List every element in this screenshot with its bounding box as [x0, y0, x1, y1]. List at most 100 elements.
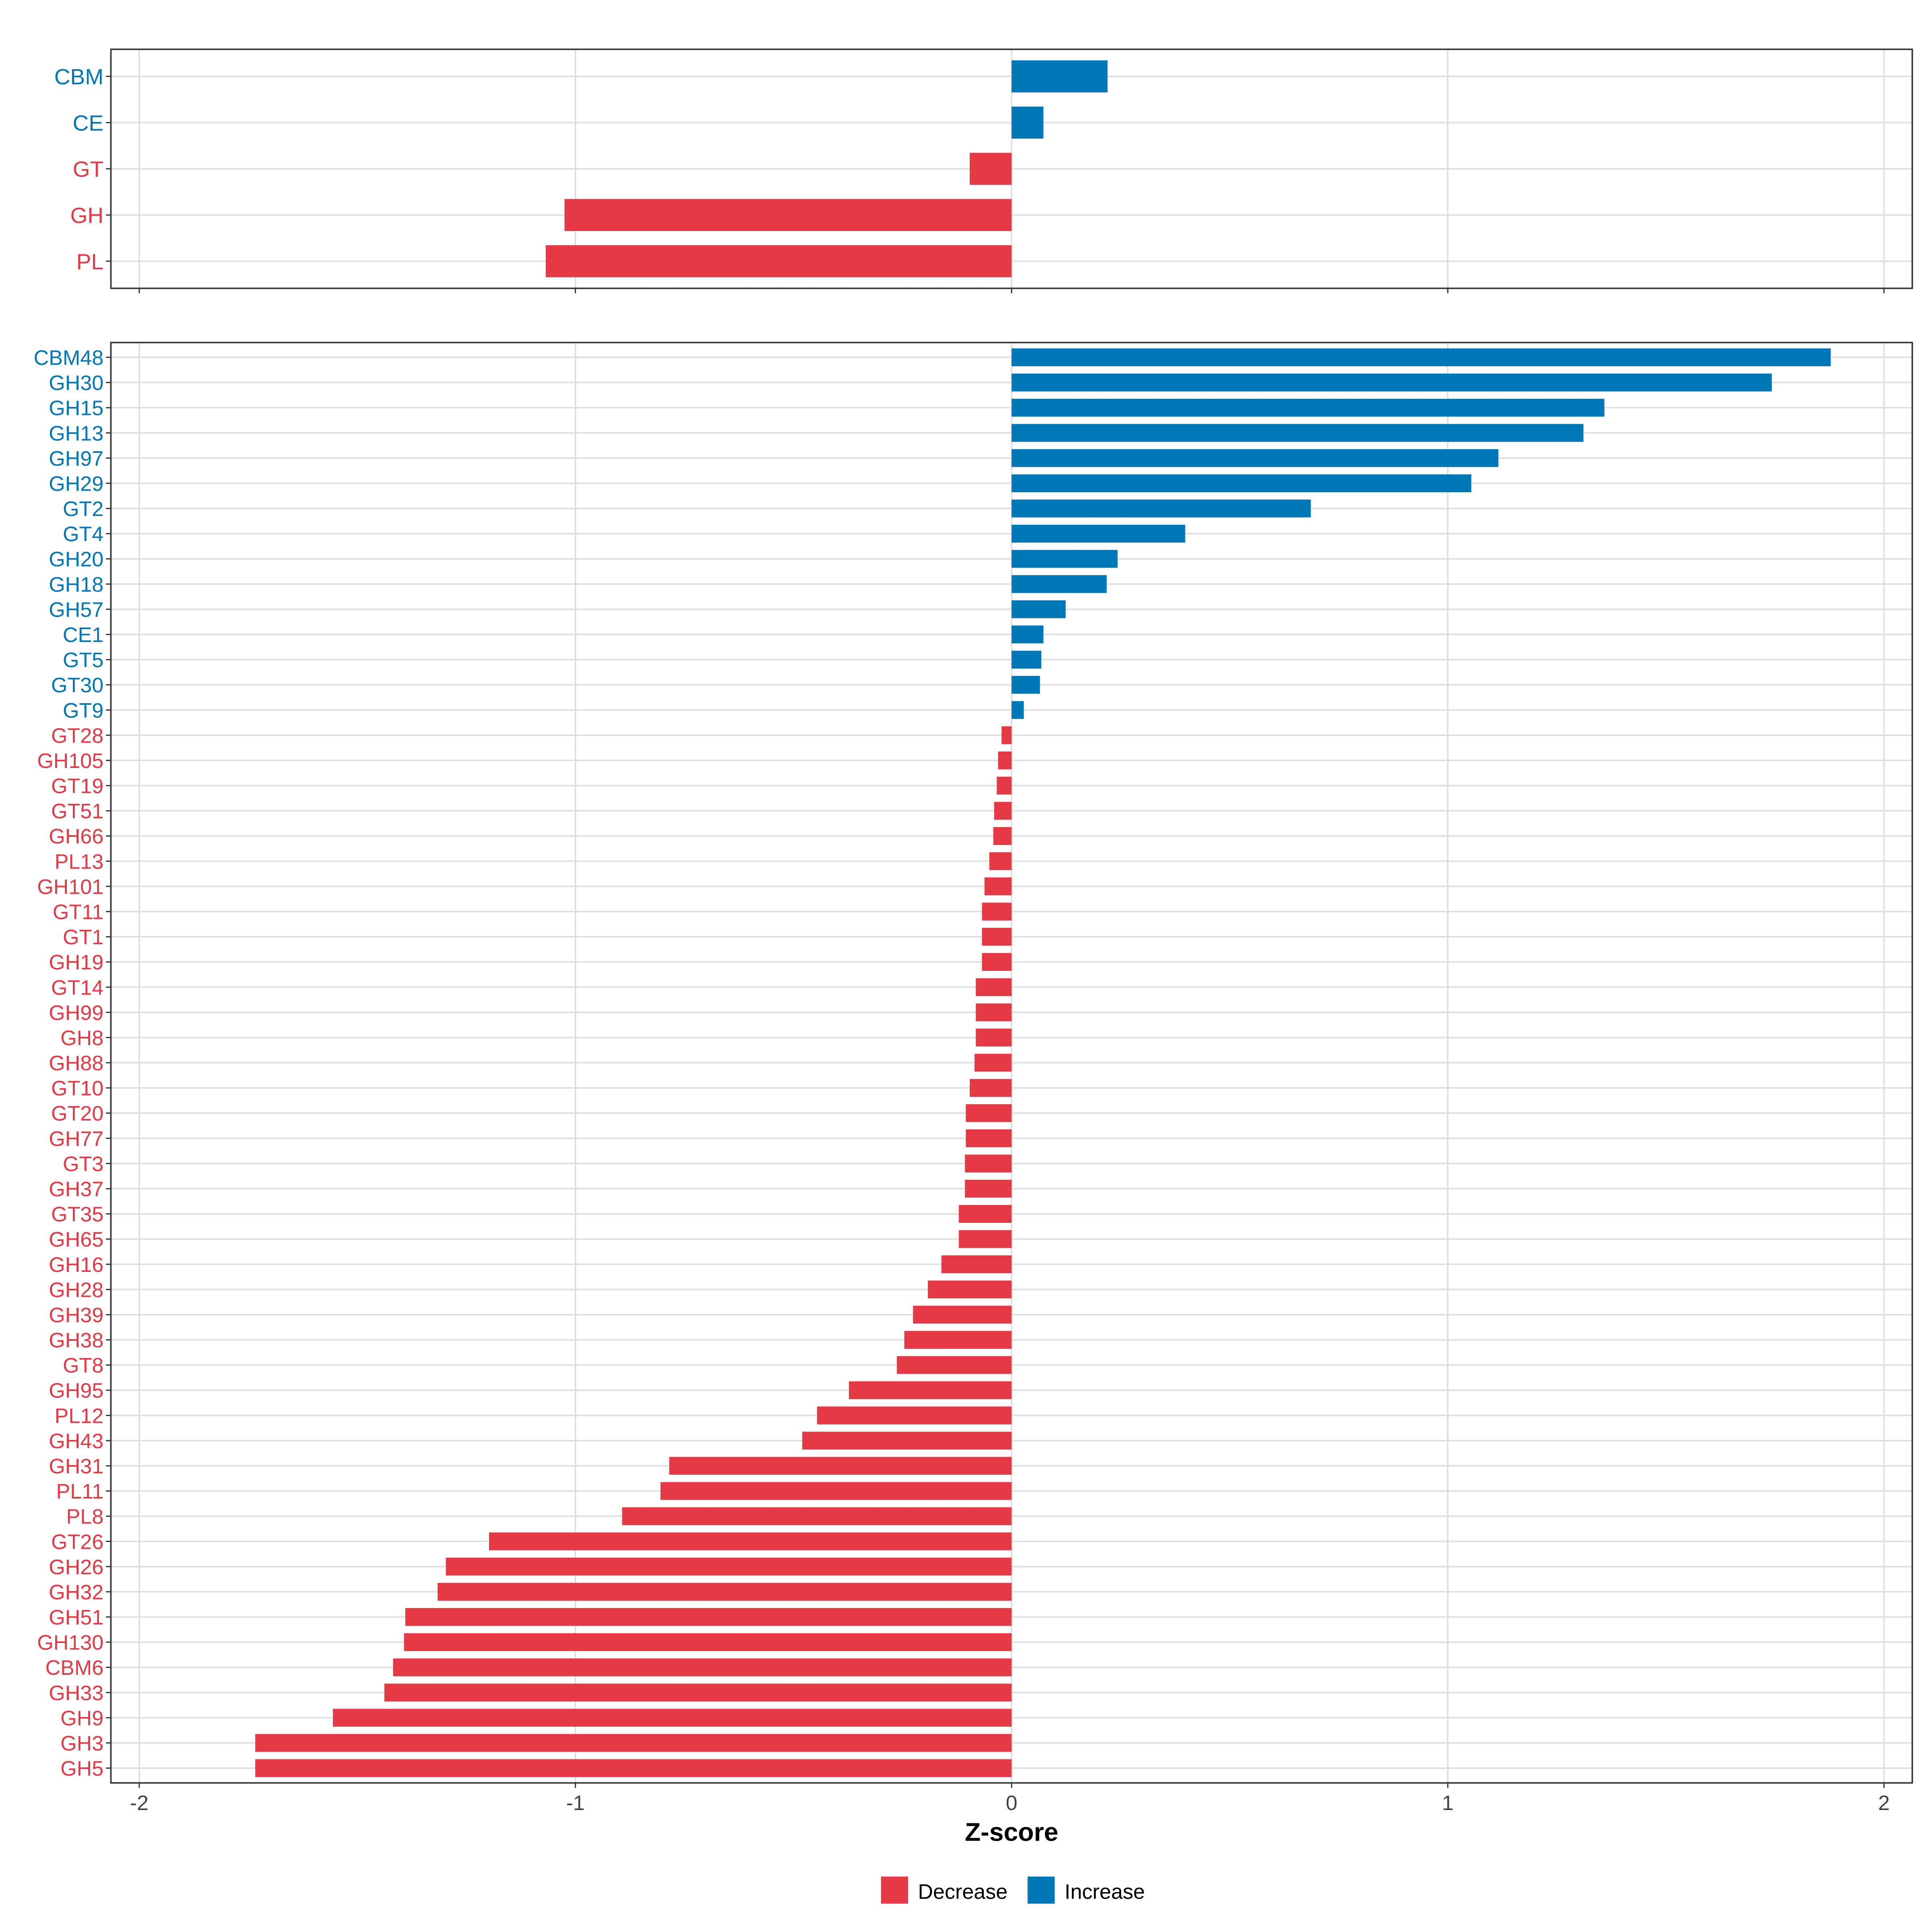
bar-gh130 — [404, 1633, 1012, 1651]
legend-swatch-increase — [1028, 1876, 1055, 1904]
bar-gh9 — [333, 1709, 1012, 1727]
bar-gh95 — [849, 1381, 1012, 1399]
y-tick-label: GH — [70, 203, 104, 228]
bar-gh88 — [974, 1054, 1012, 1072]
legend: Decrease Increase — [881, 1876, 1145, 1904]
bar-gh26 — [446, 1557, 1012, 1576]
bar-gt9 — [1011, 701, 1024, 719]
bar-gh16 — [941, 1255, 1012, 1274]
bar-gh19 — [982, 953, 1012, 971]
bar-gt20 — [966, 1104, 1012, 1122]
bar-cbm6 — [393, 1658, 1012, 1676]
bar-gh66 — [993, 827, 1012, 845]
bar-gh30 — [1011, 374, 1772, 392]
y-tick-label: GH88 — [49, 1052, 103, 1075]
y-tick-label: GH77 — [49, 1127, 103, 1151]
bar-gt — [970, 153, 1012, 185]
bar-gt26 — [489, 1532, 1012, 1550]
y-tick-label: GH13 — [49, 422, 103, 445]
bar-cbm48 — [1011, 348, 1831, 366]
y-tick-label: CBM — [54, 64, 103, 89]
y-tick-label: GT10 — [51, 1077, 103, 1100]
bar-gh99 — [976, 1003, 1012, 1022]
bar-gh8 — [976, 1028, 1012, 1046]
y-tick-label: GT5 — [63, 649, 103, 672]
bar-ce1 — [1011, 625, 1044, 644]
y-tick-label: GT2 — [63, 497, 103, 521]
y-tick-label: GH65 — [49, 1228, 103, 1251]
y-tick-label: GT8 — [63, 1354, 103, 1377]
bar-gh3 — [255, 1734, 1012, 1752]
y-tick-label: GT9 — [63, 699, 103, 722]
bar-gh33 — [384, 1683, 1012, 1702]
bar-pl13 — [989, 852, 1012, 870]
legend-label-increase: Increase — [1065, 1880, 1145, 1903]
bar-gh32 — [438, 1583, 1012, 1601]
bar-gh65 — [959, 1230, 1012, 1248]
bar-pl11 — [660, 1482, 1012, 1500]
y-tick-label: GH95 — [49, 1379, 103, 1403]
y-tick-label: GT35 — [51, 1203, 103, 1226]
bar-gh13 — [1011, 424, 1583, 442]
y-tick-label: GT4 — [63, 523, 103, 546]
bar-gh15 — [1011, 398, 1604, 417]
legend-swatch-decrease — [881, 1876, 908, 1904]
y-tick-label: GH97 — [49, 447, 103, 471]
x-axis: -2 -1 0 1 2 — [130, 1792, 1890, 1815]
y-tick-label: GT20 — [51, 1102, 103, 1125]
x-tick-label: 0 — [1006, 1792, 1018, 1815]
y-tick-label: GT14 — [51, 976, 103, 999]
y-tick-label: GH20 — [49, 548, 103, 571]
y-tick-label: GT3 — [63, 1152, 103, 1176]
x-tick-label: 1 — [1442, 1792, 1453, 1815]
bar-gh38 — [904, 1331, 1012, 1349]
bar-gh97 — [1011, 449, 1499, 467]
bar-gt30 — [1011, 676, 1040, 694]
y-tick-label: GT28 — [51, 724, 103, 747]
y-tick-label: GH9 — [60, 1707, 103, 1730]
y-tick-label: GH28 — [49, 1278, 103, 1302]
y-tick-label: GH31 — [49, 1455, 103, 1478]
y-tick-label: GH99 — [49, 1001, 103, 1025]
bar-gh18 — [1011, 575, 1107, 593]
bar-gh20 — [1011, 550, 1118, 568]
y-tick-label: GT51 — [51, 800, 103, 823]
bar-gt2 — [1011, 500, 1311, 518]
bottom-panel: CBM48GH30GH15GH13GH97GH29GT2GT4GH20GH18G… — [34, 342, 1913, 1788]
x-tick-label: 2 — [1878, 1792, 1890, 1815]
bar-gh105 — [998, 751, 1012, 770]
bar-gh101 — [985, 877, 1012, 896]
bar-gt19 — [997, 776, 1012, 795]
y-tick-label: GH16 — [49, 1253, 103, 1277]
y-tick-label: CE1 — [63, 623, 103, 647]
bar-gt51 — [994, 802, 1012, 820]
y-tick-label: GH8 — [60, 1026, 103, 1050]
bar-gt35 — [959, 1205, 1012, 1223]
y-tick-label: CBM48 — [34, 346, 104, 369]
y-tick-label: GH19 — [49, 951, 103, 974]
bar-pl12 — [817, 1406, 1012, 1424]
bar-gh57 — [1011, 600, 1066, 618]
y-tick-label: GH33 — [49, 1682, 103, 1705]
bar-gt4 — [1011, 524, 1185, 543]
y-tick-label: GH43 — [49, 1430, 103, 1453]
y-tick-label: GH130 — [37, 1631, 103, 1655]
y-tick-label: PL8 — [66, 1505, 104, 1529]
y-tick-label: GH18 — [49, 573, 103, 597]
y-tick-label: GT — [73, 157, 104, 182]
y-tick-label: PL — [76, 249, 103, 274]
y-tick-label: PL12 — [55, 1404, 104, 1428]
y-tick-label: GH26 — [49, 1556, 103, 1579]
y-tick-label: GT1 — [63, 926, 103, 949]
bar-gt14 — [976, 978, 1012, 996]
y-tick-label: GH5 — [60, 1757, 103, 1781]
y-tick-label: GH105 — [37, 749, 103, 773]
bar-gh39 — [913, 1306, 1012, 1324]
bar-gt5 — [1011, 650, 1041, 669]
x-axis-title: Z-score — [965, 1817, 1058, 1846]
top-panel: CBM CE GT GH PL — [54, 48, 1913, 293]
bar-gt3 — [965, 1154, 1012, 1172]
x-tick-label: -2 — [130, 1792, 149, 1815]
legend-label-decrease: Decrease — [918, 1880, 1008, 1903]
